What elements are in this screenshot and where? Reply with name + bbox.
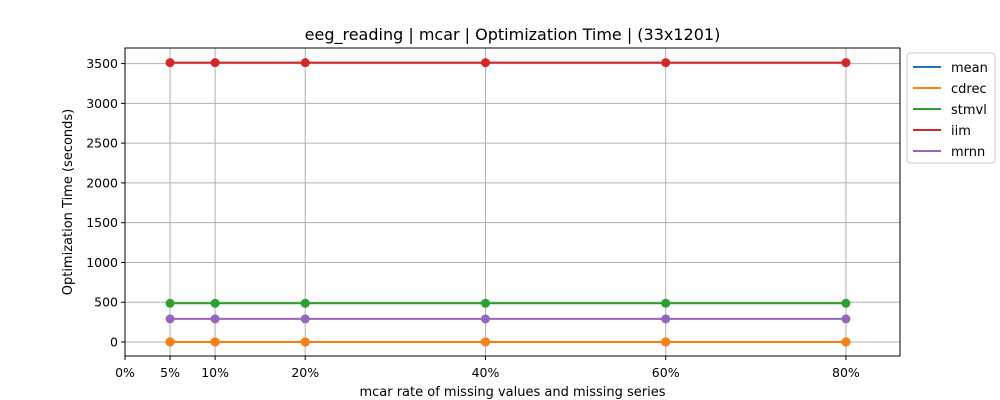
legend-label: iim	[951, 124, 971, 139]
y-tick-label: 1500	[86, 215, 118, 230]
y-tick-label: 3000	[86, 96, 118, 111]
data-point-cdrec	[165, 337, 175, 347]
data-point-stmvl	[300, 298, 310, 308]
grid	[124, 48, 900, 356]
x-tick-label: 60%	[652, 365, 680, 380]
series-group	[165, 58, 851, 347]
x-tick-label: 80%	[832, 365, 860, 380]
legend-label: cdrec	[951, 82, 987, 97]
data-point-mrnn	[841, 314, 851, 324]
y-tick-label: 3500	[86, 56, 118, 71]
y-tick-label: 1000	[86, 255, 118, 270]
series-mrnn	[165, 314, 851, 324]
data-point-stmvl	[480, 298, 490, 308]
x-tick-label: 40%	[472, 365, 500, 380]
y-tick-label: 2000	[86, 175, 118, 190]
legend-label: stmvl	[951, 103, 987, 118]
x-axis-label: mcar rate of missing values and missing …	[359, 385, 665, 400]
legend-item-stmvl: stmvl	[913, 103, 987, 118]
x-tick-label: 20%	[291, 365, 319, 380]
y-tick-label: 0	[110, 335, 118, 350]
data-point-cdrec	[300, 337, 310, 347]
data-point-mrnn	[300, 314, 310, 324]
legend-item-iim: iim	[913, 124, 971, 139]
chart-title: eeg_reading | mcar | Optimization Time |…	[305, 25, 721, 45]
legend-item-mean: mean	[913, 61, 988, 76]
data-point-mrnn	[661, 314, 671, 324]
data-point-iim	[165, 58, 175, 68]
data-point-iim	[841, 58, 851, 68]
x-tick-label: 5%	[160, 365, 180, 380]
data-point-mrnn	[480, 314, 490, 324]
data-point-mrnn	[165, 314, 175, 324]
series-cdrec	[165, 337, 851, 347]
y-axis-label: Optimization Time (seconds)	[61, 109, 76, 296]
data-point-mrnn	[210, 314, 220, 324]
y-tick-label: 2500	[86, 136, 118, 151]
legend-item-cdrec: cdrec	[913, 82, 987, 97]
x-tick-label: 0%	[115, 365, 135, 380]
data-point-cdrec	[661, 337, 671, 347]
data-point-iim	[480, 58, 490, 68]
data-point-stmvl	[661, 298, 671, 308]
data-point-stmvl	[165, 298, 175, 308]
x-tick-label: 10%	[201, 365, 229, 380]
legend: mean cdrec stmvl iim mrnn	[906, 52, 996, 164]
legend-label: mrnn	[951, 145, 985, 160]
data-point-cdrec	[210, 337, 220, 347]
data-point-stmvl	[841, 298, 851, 308]
data-point-cdrec	[480, 337, 490, 347]
data-point-iim	[661, 58, 671, 68]
legend-item-mrnn: mrnn	[913, 145, 985, 160]
data-point-cdrec	[841, 337, 851, 347]
y-axis-ticks: 0 500 1000 1500 2000 2500 3000 3500	[86, 56, 125, 350]
x-axis-ticks: 0% 5% 10% 20% 40% 60% 80%	[115, 356, 860, 380]
legend-frame	[906, 52, 996, 164]
data-point-stmvl	[210, 298, 220, 308]
series-iim	[165, 58, 851, 68]
plot-area-frame	[124, 47, 901, 357]
series-stmvl	[165, 298, 851, 308]
data-point-iim	[300, 58, 310, 68]
data-point-iim	[210, 58, 220, 68]
legend-label: mean	[951, 61, 988, 76]
y-tick-label: 500	[94, 295, 118, 310]
